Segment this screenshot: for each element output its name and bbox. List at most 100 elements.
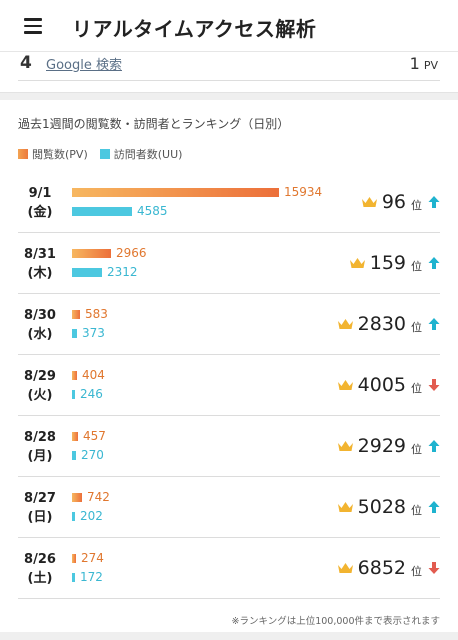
- row-date: 8/28 (月): [18, 428, 62, 466]
- referrer-rank: 4: [20, 53, 32, 73]
- crown-icon: [337, 441, 353, 451]
- uu-bar: [72, 268, 102, 277]
- daily-stats-row: 8/28 (月) 457 270 2929 位: [18, 416, 440, 477]
- uu-bar: [72, 512, 75, 521]
- pv-bar: [72, 188, 279, 197]
- pv-bar: [72, 371, 77, 380]
- referrer-count-unit: PV: [423, 59, 438, 72]
- pv-bar: [72, 432, 78, 441]
- uu-bar: [72, 329, 77, 338]
- pv-value: 274: [81, 551, 104, 565]
- daily-stats-row: 8/26 (土) 274 172 6852 位: [18, 538, 440, 599]
- uu-value: 373: [82, 326, 105, 340]
- date-label: 8/30: [24, 308, 56, 323]
- pv-bar: [72, 554, 76, 563]
- date-label: 8/28: [24, 430, 56, 445]
- pv-value: 404: [82, 368, 105, 382]
- weekday-label: (日): [27, 510, 53, 525]
- section-separator: [0, 92, 458, 100]
- weekday-label: (土): [27, 571, 53, 586]
- ranking: 5028 位: [337, 496, 440, 518]
- weekday-label: (水): [27, 327, 53, 342]
- rank-number: 2929: [357, 435, 406, 457]
- rank-number: 5028: [357, 496, 406, 518]
- page-title: リアルタイムアクセス解析: [72, 17, 317, 41]
- rank-number: 96: [381, 191, 406, 213]
- uu-value: 4585: [137, 204, 168, 218]
- chart-legend: 閲覧数(PV) 訪問者数(UU): [18, 146, 182, 162]
- divider: [18, 80, 440, 81]
- legend-label-uu: 訪問者数(UU): [113, 148, 183, 161]
- pv-value: 457: [83, 429, 106, 443]
- app-header: リアルタイムアクセス解析: [0, 0, 458, 52]
- rank-unit: 位: [411, 198, 422, 212]
- hamburger-icon[interactable]: [24, 18, 42, 34]
- rank-number: 4005: [357, 374, 406, 396]
- rank-unit: 位: [411, 503, 422, 517]
- pv-value: 583: [85, 307, 108, 321]
- legend-label-pv: 閲覧数(PV): [32, 148, 88, 161]
- rank-unit: 位: [411, 320, 422, 334]
- date-label: 8/27: [24, 491, 56, 506]
- section-title: 過去1週間の閲覧数・訪問者とランキング（日別）: [18, 117, 290, 131]
- ranking: 96 位: [361, 191, 440, 213]
- rank-unit: 位: [411, 564, 422, 578]
- crown-icon: [349, 258, 365, 268]
- weekday-label: (火): [27, 388, 53, 403]
- bottom-separator: [0, 632, 458, 640]
- date-label: 9/1: [28, 186, 52, 201]
- date-label: 8/29: [24, 369, 56, 384]
- trend-down-icon: [428, 562, 440, 574]
- row-date: 8/30 (水): [18, 306, 62, 344]
- daily-stats-list: 9/1 (金) 15934 4585 96 位 8/31 (木) 2966 2312 159 位 8/3…: [0, 172, 458, 599]
- uu-bar: [72, 451, 76, 460]
- referrer-list-item: 4 Google 検索 1 PV: [0, 52, 458, 92]
- row-date: 8/29 (火): [18, 367, 62, 405]
- pv-bar: [72, 493, 82, 502]
- uu-value: 270: [81, 448, 104, 462]
- uu-bar: [72, 390, 75, 399]
- ranking: 2929 位: [337, 435, 440, 457]
- trend-up-icon: [428, 257, 440, 269]
- referrer-link[interactable]: Google 検索: [46, 58, 122, 73]
- crown-icon: [337, 380, 353, 390]
- row-date: 8/27 (日): [18, 489, 62, 527]
- daily-stats-row: 8/27 (日) 742 202 5028 位: [18, 477, 440, 538]
- uu-bar: [72, 207, 132, 216]
- weekday-label: (木): [27, 266, 53, 281]
- rank-unit: 位: [411, 381, 422, 395]
- crown-icon: [337, 319, 353, 329]
- rank-number: 159: [369, 252, 406, 274]
- crown-icon: [337, 563, 353, 573]
- crown-icon: [337, 502, 353, 512]
- legend-swatch-uu: [99, 149, 110, 159]
- ranking: 159 位: [349, 252, 440, 274]
- trend-up-icon: [428, 440, 440, 452]
- trend-up-icon: [428, 196, 440, 208]
- footnote: ※ランキングは上位100,000件まで表示されます: [231, 616, 440, 627]
- weekday-label: (月): [27, 449, 53, 464]
- row-date: 9/1 (金): [18, 184, 62, 222]
- crown-icon: [361, 197, 377, 207]
- legend-swatch-pv: [18, 149, 28, 159]
- daily-stats-row: 8/30 (水) 583 373 2830 位: [18, 294, 440, 355]
- ranking: 2830 位: [337, 313, 440, 335]
- pv-value: 742: [87, 490, 110, 504]
- date-label: 8/31: [24, 247, 56, 262]
- pv-bar: [72, 310, 80, 319]
- ranking: 4005 位: [337, 374, 440, 396]
- ranking: 6852 位: [337, 557, 440, 579]
- date-label: 8/26: [24, 552, 56, 567]
- daily-stats-row: 8/31 (木) 2966 2312 159 位: [18, 233, 440, 294]
- rank-number: 6852: [357, 557, 406, 579]
- uu-value: 172: [80, 570, 103, 584]
- daily-stats-row: 9/1 (金) 15934 4585 96 位: [18, 172, 440, 233]
- uu-value: 2312: [107, 265, 138, 279]
- rank-unit: 位: [411, 442, 422, 456]
- uu-value: 246: [80, 387, 103, 401]
- referrer-count-value: 1: [409, 54, 420, 73]
- trend-down-icon: [428, 379, 440, 391]
- pv-value: 15934: [284, 185, 323, 199]
- weekday-label: (金): [27, 205, 53, 220]
- trend-up-icon: [428, 501, 440, 513]
